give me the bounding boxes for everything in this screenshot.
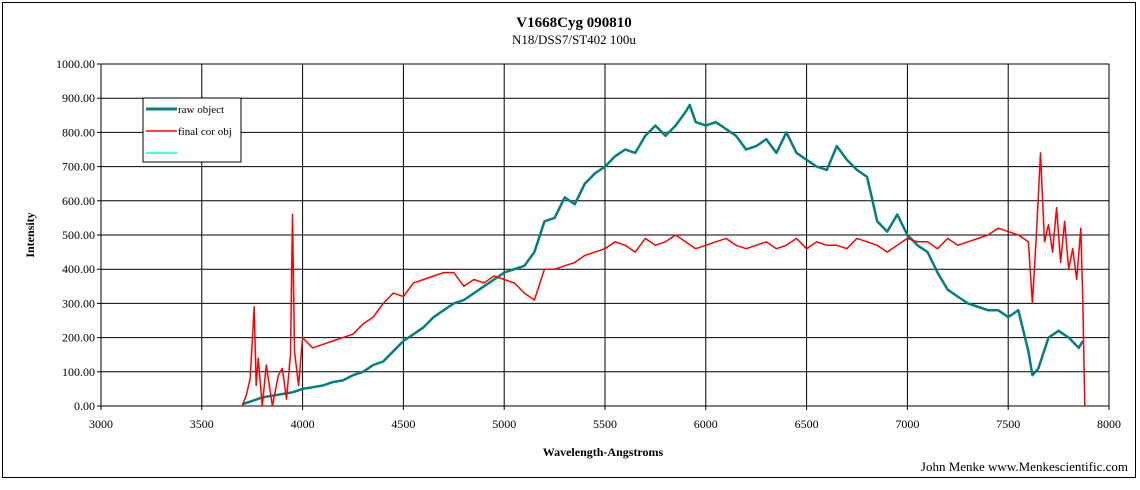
x-tick-label: 4000 <box>291 417 315 431</box>
series-line-raw-object <box>241 103 1084 406</box>
y-tick-label: 600.00 <box>62 194 95 208</box>
legend-label-final-cor-obj: final cor obj <box>178 126 232 138</box>
x-tick-label: 6000 <box>694 417 718 431</box>
gridlines <box>97 63 1110 410</box>
spectrum-chart: V1668Cyg 090810 N18/DSS7/ST402 100u 0.00… <box>23 15 1128 474</box>
x-tick-label: 3000 <box>89 417 113 431</box>
x-tick-labels: 3000 3500 4000 4500 5000 5500 6000 6500 7000 7500… <box>89 417 1121 431</box>
x-tick-label: 5000 <box>492 417 516 431</box>
x-tick-label: 8000 <box>1097 417 1121 431</box>
chart-subtitle: N18/DSS7/ST402 100u <box>512 32 636 47</box>
y-tick-label: 100.00 <box>62 365 95 379</box>
legend-label-raw-object: raw object <box>178 104 224 116</box>
x-tick-label: 3500 <box>190 417 214 431</box>
chart-title: V1668Cyg 090810 <box>516 15 631 31</box>
y-tick-labels: 0.00 100.00 200.00 300.00 400.00 500.00 600.00… <box>56 57 95 413</box>
x-tick-label: 6500 <box>795 417 819 431</box>
y-tick-label: 400.00 <box>62 262 95 276</box>
y-tick-label: 300.00 <box>62 296 95 310</box>
y-tick-label: 200.00 <box>62 331 95 345</box>
series-line-final-cor-obj <box>241 152 1086 407</box>
x-tick-label: 7000 <box>895 417 919 431</box>
series-lines <box>241 103 1086 407</box>
x-tick-label: 5500 <box>593 417 617 431</box>
y-tick-label: 900.00 <box>62 91 95 105</box>
legend: raw object final cor obj <box>142 97 242 163</box>
x-tick-label: 7500 <box>996 417 1020 431</box>
x-axis-label: Wavelength-Angstroms <box>543 445 664 459</box>
y-tick-label: 800.00 <box>62 125 95 139</box>
x-tick-label: 4500 <box>391 417 415 431</box>
y-tick-label: 500.00 <box>62 228 95 242</box>
y-axis-label: Intensity <box>23 212 37 257</box>
y-tick-label: 0.00 <box>74 399 95 413</box>
chart-frame: V1668Cyg 090810 N18/DSS7/ST402 100u 0.00… <box>2 2 1136 478</box>
y-tick-label: 1000.00 <box>56 57 95 71</box>
credit-text: John Menke www.Menkescientific.com <box>921 459 1128 474</box>
y-tick-label: 700.00 <box>62 160 95 174</box>
